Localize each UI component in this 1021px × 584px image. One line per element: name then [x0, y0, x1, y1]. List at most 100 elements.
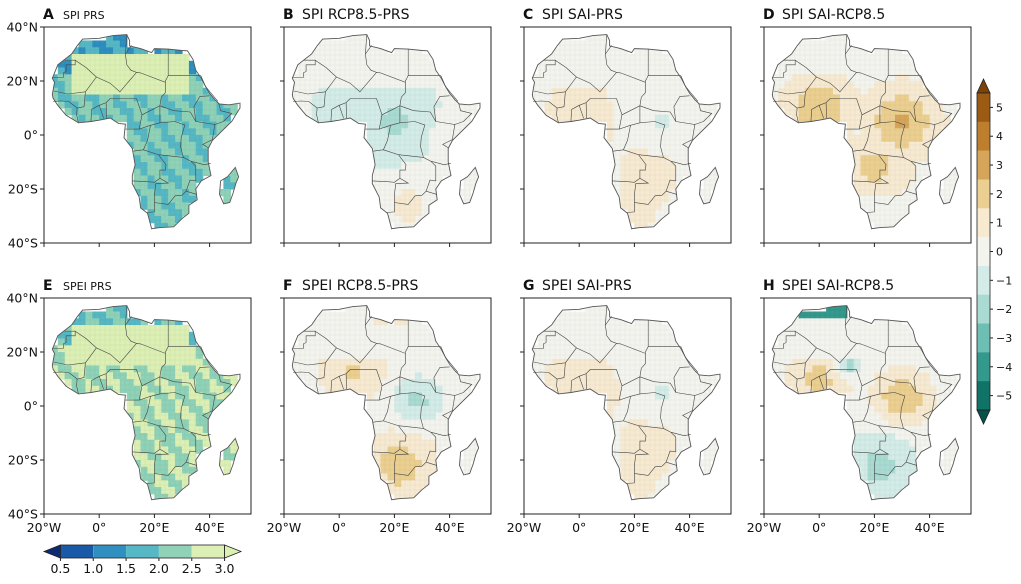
- lon-tick-label: 0°: [92, 520, 106, 535]
- panel-label: B: [283, 7, 294, 23]
- colorbar-tick-label: 0: [996, 246, 1003, 259]
- colorbar-tick-label: 3.0: [215, 561, 235, 576]
- country-borders: [52, 306, 233, 484]
- madagascar-coastline: [219, 166, 240, 205]
- panel-label: D: [763, 7, 775, 23]
- panel-title: SPI SAI-PRS: [542, 7, 623, 23]
- colorbar-bin: [977, 381, 990, 411]
- colorbar-tick-label: 3: [996, 159, 1003, 172]
- country-borders: [772, 35, 953, 213]
- colorbar-bin: [977, 150, 990, 180]
- colorbar-tick-label: −4: [996, 361, 1012, 374]
- colorbar-tick-label: 1.0: [83, 561, 103, 576]
- colorbar-tick-label: −5: [996, 390, 1012, 403]
- coastline: [771, 34, 961, 230]
- colorbar-bin: [977, 237, 990, 267]
- colorbar-bin: [977, 352, 990, 382]
- colorbar-tick-label: 1.5: [116, 561, 136, 576]
- lat-tick-label: 40°N: [6, 20, 38, 35]
- colorbar-tick-label: −1: [996, 274, 1012, 287]
- colorbar-tick-label: 2: [996, 188, 1003, 201]
- panel-label: C: [523, 7, 533, 23]
- lon-tick-label: 40°E: [915, 520, 945, 535]
- colorbar-extend-low: [42, 544, 61, 559]
- coastline: [771, 305, 961, 501]
- colorbar-tick-label: 0.5: [50, 561, 70, 576]
- colorbar-tick-label: 2.5: [182, 561, 202, 576]
- lon-tick-label: 20°E: [139, 520, 169, 535]
- lat-tick-label: 40°N: [6, 291, 38, 306]
- madagascar-coastline: [459, 437, 480, 476]
- colorbar-tick-label: −3: [996, 332, 1012, 345]
- lon-tick-label: 20°W: [747, 520, 782, 535]
- country-borders: [292, 35, 473, 213]
- lon-tick-label: 40°E: [435, 520, 465, 535]
- country-borders: [532, 306, 713, 484]
- colorbar-tick-label: 1: [996, 217, 1003, 230]
- sequential-colorbar: 0.5 1.0 1.5 2.0 2.5 3.0: [42, 544, 243, 576]
- panel-title: SPEI SAI-PRS: [542, 278, 632, 294]
- panel-title: SPEI RCP8.5-PRS: [302, 278, 418, 294]
- map-panel-g: G SPEI SAI-PRS 20°W 0° 20°E 40°E: [507, 278, 732, 535]
- map-panel-h: H SPEI SAI-RCP8.5 20°W 0° 20°E 40°E: [747, 278, 972, 535]
- colorbar-extend-high: [224, 544, 243, 559]
- map-panel-b: B SPI RCP8.5-PRS: [280, 7, 492, 247]
- country-borders: [52, 35, 233, 213]
- colorbar-bin: [977, 208, 990, 238]
- map-panel-a: A SPI PRS 40°N 20°N 0° 20°S 40°S: [6, 7, 252, 251]
- lon-tick-label: 20°E: [859, 520, 889, 535]
- lat-tick-label: 20°S: [8, 182, 38, 197]
- lon-tick-label: 20°E: [379, 520, 409, 535]
- coastline: [531, 34, 721, 230]
- panel-label: G: [523, 278, 535, 294]
- lon-tick-label: 20°E: [619, 520, 649, 535]
- lon-tick-label: 20°W: [27, 520, 62, 535]
- coastline: [291, 34, 481, 230]
- panel-title: SPI SAI-RCP8.5: [782, 7, 885, 23]
- madagascar-coastline: [699, 437, 720, 476]
- coastline: [51, 305, 241, 501]
- map-panel-e: E SPEI PRS 40°N 20°N 0° 20°S 40°S20°W 0° 20°E 40°…: [6, 278, 252, 535]
- colorbar-bin: [977, 179, 990, 209]
- country-borders: [772, 306, 953, 484]
- colorbar-extend-high: [976, 78, 991, 94]
- lat-tick-label: 40°S: [8, 236, 38, 251]
- madagascar-coastline: [699, 166, 720, 205]
- lat-tick-label: 40°S: [8, 507, 38, 522]
- panel-label: H: [763, 278, 775, 294]
- panel-label: A: [43, 7, 54, 23]
- lat-tick-label: 0°: [24, 399, 38, 414]
- colorbar-bin: [93, 545, 127, 558]
- map-panel-f: F SPEI RCP8.5-PRS 20°W 0° 20°E 40°E: [267, 278, 492, 535]
- colorbar-bin: [977, 121, 990, 151]
- lon-tick-label: 0°: [812, 520, 826, 535]
- colorbar-tick-label: 5: [996, 101, 1003, 114]
- map-panel-c: C SPI SAI-PRS: [520, 7, 732, 247]
- lon-tick-label: 20°W: [267, 520, 302, 535]
- colorbar-bin: [977, 93, 990, 123]
- colorbar-bin: [191, 545, 225, 558]
- panel-title: SPEI SAI-RCP8.5: [782, 278, 894, 294]
- lon-tick-label: 20°W: [507, 520, 542, 535]
- colorbar-extend-low: [976, 409, 991, 425]
- lon-tick-label: 40°E: [195, 520, 225, 535]
- lon-tick-label: 0°: [572, 520, 586, 535]
- colorbar-bin: [158, 545, 192, 558]
- coastline: [51, 34, 241, 230]
- country-borders: [532, 35, 713, 213]
- lat-tick-label: 0°: [24, 128, 38, 143]
- lon-tick-label: 0°: [332, 520, 346, 535]
- colorbar-bin: [60, 545, 94, 558]
- country-borders: [292, 306, 473, 484]
- panel-title: SPI RCP8.5-PRS: [302, 7, 410, 23]
- panel-title: SPEI PRS: [63, 280, 112, 293]
- lat-tick-label: 20°N: [6, 345, 38, 360]
- lat-tick-label: 20°N: [6, 74, 38, 89]
- colorbar-tick-label: −2: [996, 303, 1012, 316]
- lon-tick-label: 40°E: [675, 520, 705, 535]
- madagascar-coastline: [459, 166, 480, 205]
- colorbar-bin: [977, 323, 990, 353]
- coastline: [291, 305, 481, 501]
- madagascar-coastline: [939, 437, 960, 476]
- colorbar-bin: [977, 265, 990, 295]
